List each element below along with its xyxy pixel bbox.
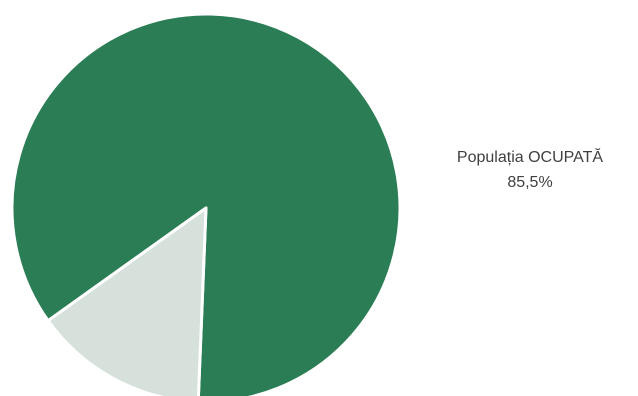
pie-slice-occupied (10, 12, 402, 396)
pie-slices (10, 12, 402, 396)
data-label-occupied: Populația OCUPATĂ 85,5% (430, 145, 630, 195)
data-label-occupied-value: 85,5% (507, 174, 553, 191)
pie-slice-other (46, 206, 208, 396)
data-label-occupied-name: Populația OCUPATĂ (456, 149, 604, 166)
